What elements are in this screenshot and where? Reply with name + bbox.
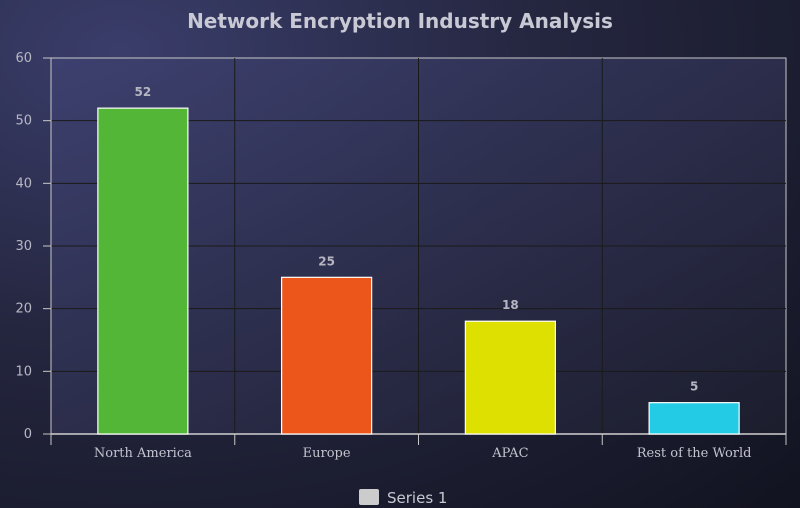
x-tick-label: North America (94, 446, 192, 461)
y-tick-label: 20 (15, 302, 32, 317)
x-tick-label: Rest of the World (637, 446, 752, 461)
y-tick-label: 50 (15, 114, 32, 129)
legend-label[interactable]: Series 1 (387, 489, 447, 507)
y-tick-label: 60 (15, 51, 32, 66)
y-tick-label: 40 (15, 176, 32, 191)
bar[interactable] (648, 402, 740, 435)
legend[interactable]: Series 1 (359, 489, 447, 507)
bar[interactable] (281, 276, 373, 435)
y-tick-label: 10 (15, 364, 32, 379)
x-tick-label: Europe (303, 446, 351, 461)
bar[interactable] (464, 320, 556, 435)
legend-swatch[interactable] (359, 489, 379, 505)
plot-area: 0 10 20 30 40 50 60 52 North America 25 Europe 18 AP… (15, 51, 787, 461)
data-label: 25 (318, 254, 335, 268)
bar[interactable] (97, 107, 189, 435)
chart-title: Network Encryption Industry Analysis (187, 9, 613, 33)
x-tick-label: APAC (491, 446, 528, 461)
data-label: 5 (690, 380, 698, 394)
data-label: 18 (502, 298, 519, 312)
data-label: 52 (135, 85, 152, 99)
y-tick-label: 30 (15, 239, 32, 254)
y-tick-label: 0 (24, 427, 32, 442)
